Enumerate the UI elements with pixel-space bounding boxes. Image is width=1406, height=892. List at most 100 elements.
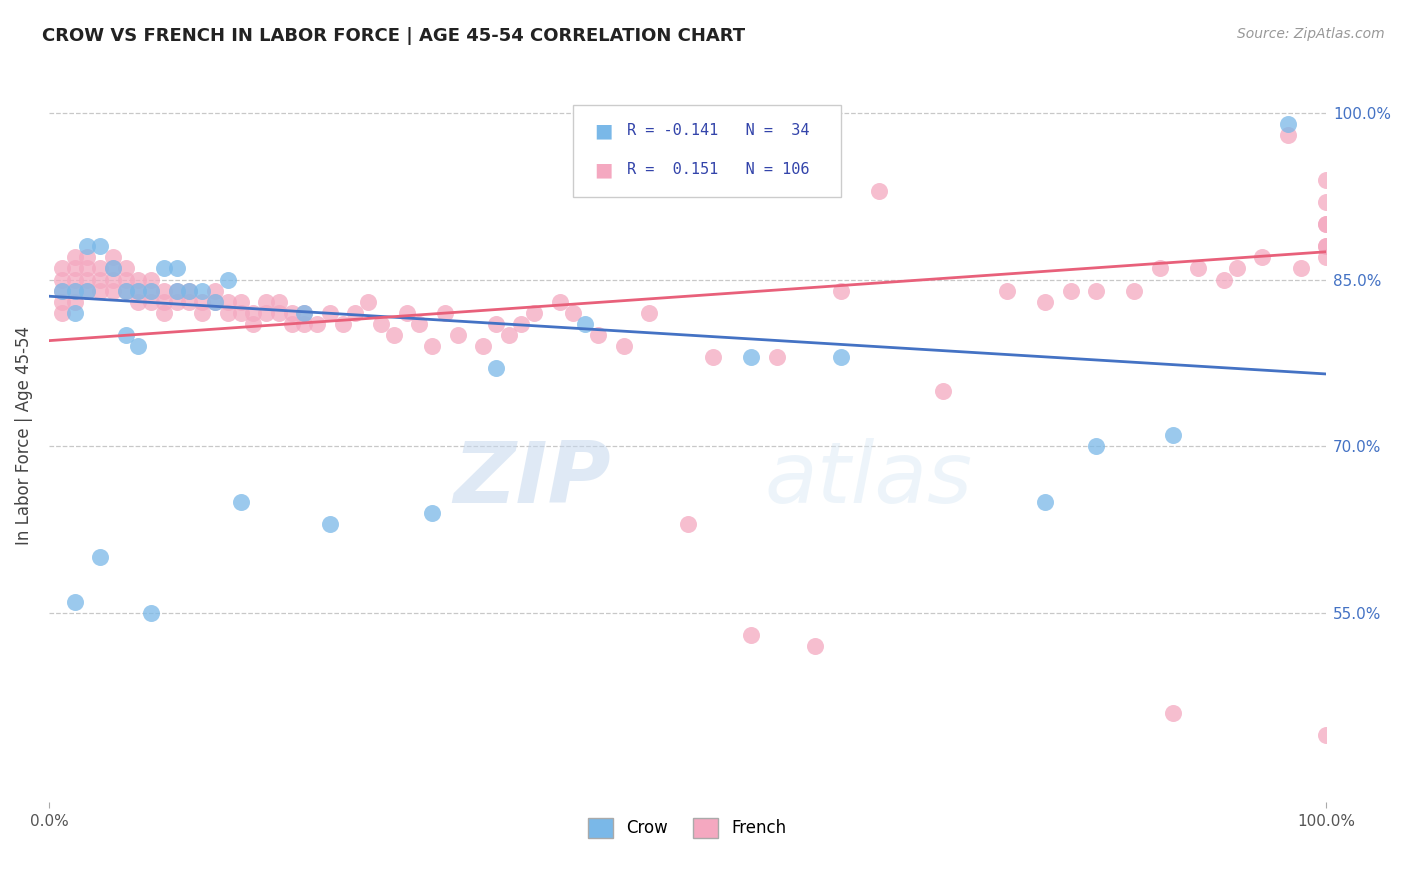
Point xyxy=(446,328,468,343)
Point xyxy=(101,250,124,264)
Point xyxy=(267,294,290,309)
Legend: Crow, French: Crow, French xyxy=(582,811,793,845)
Point xyxy=(830,351,852,365)
Point xyxy=(932,384,955,398)
Point xyxy=(1315,239,1337,253)
Point xyxy=(254,294,277,309)
Point xyxy=(166,261,188,276)
Point xyxy=(166,284,188,298)
Point xyxy=(868,184,890,198)
Point xyxy=(191,284,214,298)
Point xyxy=(76,284,98,298)
Point xyxy=(63,261,86,276)
Point xyxy=(1187,261,1209,276)
Point xyxy=(114,284,136,298)
Point xyxy=(702,351,724,365)
Point xyxy=(114,261,136,276)
Point xyxy=(740,351,762,365)
Point xyxy=(127,284,149,298)
Point xyxy=(1315,728,1337,742)
Point xyxy=(217,272,239,286)
Point xyxy=(114,284,136,298)
Point xyxy=(153,294,176,309)
Point xyxy=(676,516,699,531)
Point xyxy=(420,339,443,353)
Point xyxy=(307,317,329,331)
Point xyxy=(51,284,73,298)
Point xyxy=(139,272,162,286)
Point xyxy=(292,317,315,331)
Point xyxy=(1251,250,1274,264)
Point xyxy=(740,628,762,642)
Point xyxy=(179,284,201,298)
Text: ■: ■ xyxy=(595,121,613,140)
Text: CROW VS FRENCH IN LABOR FORCE | AGE 45-54 CORRELATION CHART: CROW VS FRENCH IN LABOR FORCE | AGE 45-5… xyxy=(42,27,745,45)
Point xyxy=(242,306,264,320)
Point xyxy=(574,317,596,331)
Point xyxy=(101,261,124,276)
Point xyxy=(63,306,86,320)
Point xyxy=(1277,128,1299,143)
Point xyxy=(1277,117,1299,131)
Point xyxy=(229,494,252,508)
Point xyxy=(357,294,380,309)
Text: R = -0.141   N =  34: R = -0.141 N = 34 xyxy=(627,123,810,138)
Text: Source: ZipAtlas.com: Source: ZipAtlas.com xyxy=(1237,27,1385,41)
Point xyxy=(1212,272,1234,286)
Point xyxy=(523,306,546,320)
Point xyxy=(280,306,302,320)
Point xyxy=(89,239,111,253)
Point xyxy=(153,306,176,320)
Point xyxy=(485,361,508,376)
Point xyxy=(344,306,367,320)
Point xyxy=(101,261,124,276)
Point xyxy=(370,317,392,331)
Point xyxy=(76,250,98,264)
Point xyxy=(485,317,508,331)
Point xyxy=(114,328,136,343)
Point xyxy=(1123,284,1146,298)
Point xyxy=(51,294,73,309)
Point xyxy=(1085,284,1108,298)
Point xyxy=(89,284,111,298)
Point xyxy=(638,306,661,320)
Point xyxy=(63,284,86,298)
Y-axis label: In Labor Force | Age 45-54: In Labor Force | Age 45-54 xyxy=(15,326,32,544)
Point xyxy=(139,294,162,309)
Point xyxy=(76,261,98,276)
Point xyxy=(63,294,86,309)
Point xyxy=(229,306,252,320)
Point xyxy=(382,328,405,343)
Text: ZIP: ZIP xyxy=(453,438,610,521)
Point xyxy=(204,284,226,298)
Point xyxy=(63,272,86,286)
Point xyxy=(1315,250,1337,264)
Point xyxy=(204,294,226,309)
Point xyxy=(51,272,73,286)
Point xyxy=(153,284,176,298)
Point xyxy=(548,294,571,309)
Point xyxy=(166,284,188,298)
Point xyxy=(179,284,201,298)
Point xyxy=(1289,261,1312,276)
Point xyxy=(1161,706,1184,720)
Point xyxy=(1315,194,1337,209)
Point xyxy=(1161,428,1184,442)
Point xyxy=(89,261,111,276)
Point xyxy=(510,317,533,331)
Point xyxy=(613,339,636,353)
Point xyxy=(153,261,176,276)
Point xyxy=(179,294,201,309)
Point xyxy=(408,317,430,331)
Point xyxy=(433,306,456,320)
Point xyxy=(586,328,609,343)
Point xyxy=(1315,217,1337,231)
Point xyxy=(1149,261,1171,276)
Point xyxy=(76,239,98,253)
Point xyxy=(101,284,124,298)
Point xyxy=(561,306,583,320)
Point xyxy=(127,339,149,353)
Point xyxy=(51,261,73,276)
Point xyxy=(191,306,214,320)
Point xyxy=(101,272,124,286)
